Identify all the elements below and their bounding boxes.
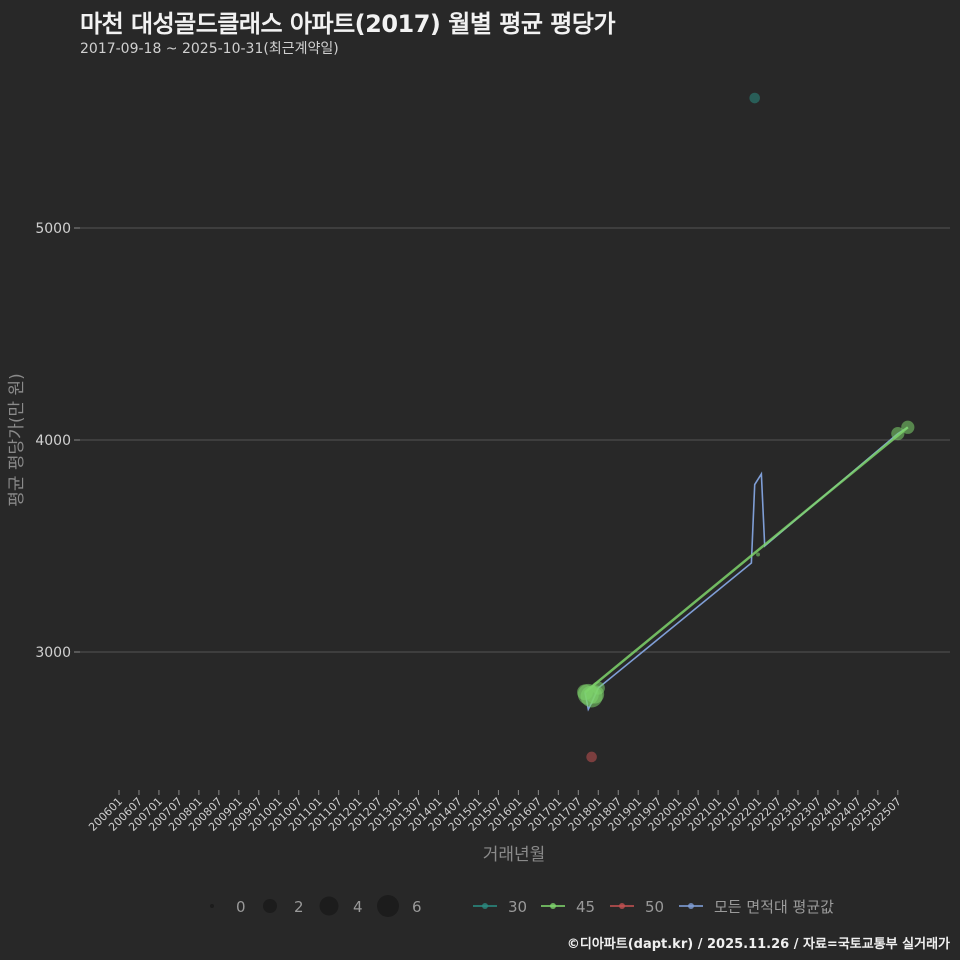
chart-subtitle: 2017-09-18 ~ 2025-10-31(최근계약일) — [80, 41, 339, 57]
y-axis-title: 평균 평당가(만 원) — [7, 373, 27, 507]
legend-series-dot — [482, 903, 488, 909]
legend-size-label: 4 — [353, 898, 363, 916]
legend-size-swatch — [377, 895, 399, 917]
data-point-45 — [756, 552, 761, 557]
legend-size-label: 0 — [236, 898, 246, 916]
legend-size-swatch — [210, 904, 214, 908]
series-line-45 — [584, 426, 909, 694]
legend-size-label: 2 — [294, 898, 304, 916]
data-point-45 — [891, 427, 905, 441]
y-tick-label: 4000 — [35, 433, 71, 449]
legend-series-label: 30 — [508, 898, 527, 916]
data-point-30 — [749, 92, 761, 104]
y-tick-label: 5000 — [35, 221, 71, 237]
y-tick-label: 3000 — [35, 645, 71, 661]
x-axis-title: 거래년월 — [483, 845, 546, 865]
legend-series-label: 모든 면적대 평균값 — [714, 898, 834, 916]
data-point-50 — [586, 751, 597, 763]
legend-series-label: 45 — [576, 898, 595, 916]
legend-size-swatch — [263, 899, 277, 913]
chart-title: 마천 대성골드클래스 아파트(2017) 월별 평균 평당가 — [80, 10, 616, 38]
legend-series-dot — [688, 903, 694, 909]
legend-series-dot — [619, 903, 625, 909]
data-point-45 — [901, 420, 915, 434]
legend-size-swatch — [319, 896, 339, 916]
legend-series-label: 50 — [645, 898, 664, 916]
legend-series-dot — [550, 903, 556, 909]
legend-size-label: 6 — [412, 898, 422, 916]
data-point-45 — [591, 681, 605, 695]
avg-line — [584, 426, 909, 712]
source-footer: ©디아파트(dapt.kr) / 2025.11.26 / 자료=국토교통부 실… — [566, 937, 950, 952]
